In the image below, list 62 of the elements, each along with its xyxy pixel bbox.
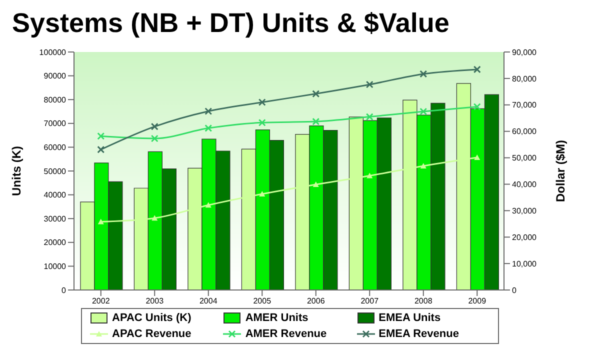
y2-tick-label: 50,000 bbox=[512, 154, 538, 163]
point bbox=[473, 66, 481, 74]
y2-tick-label: 90,000 bbox=[512, 48, 538, 57]
legend-label: EMEA Units bbox=[378, 312, 441, 324]
y2-axis-title: Dollar ($M) bbox=[553, 140, 568, 202]
point bbox=[259, 191, 266, 197]
y2-tick-label: 80,000 bbox=[512, 74, 538, 84]
legend-label: APAC Revenue bbox=[112, 328, 192, 340]
legend-label: EMEA Revenue bbox=[378, 328, 459, 340]
y-tick-label: 50000 bbox=[44, 166, 67, 176]
point bbox=[150, 134, 158, 142]
point bbox=[152, 215, 158, 221]
point bbox=[97, 146, 105, 154]
y2-tick-label: 40,000 bbox=[512, 180, 538, 190]
legend-label: APAC Units (K) bbox=[112, 312, 192, 324]
y-tick-label: 90000 bbox=[44, 72, 67, 81]
x-tick-label: 2004 bbox=[199, 296, 218, 306]
point bbox=[420, 108, 428, 116]
x-tick-label: 2005 bbox=[253, 296, 272, 306]
point bbox=[366, 172, 373, 178]
point bbox=[97, 132, 105, 140]
y-tick-label: 100000 bbox=[39, 48, 67, 57]
y2-tick-label: 10,000 bbox=[512, 259, 538, 268]
point bbox=[150, 122, 158, 130]
point bbox=[366, 113, 374, 121]
y2-tick-label: 30,000 bbox=[512, 206, 538, 216]
point bbox=[420, 162, 426, 168]
y-tick-label: 60000 bbox=[44, 143, 67, 152]
point bbox=[312, 118, 320, 126]
point bbox=[205, 202, 212, 208]
y-tick-label: 70000 bbox=[44, 119, 67, 128]
y-tick-label: 40000 bbox=[44, 190, 67, 200]
y2-tick-label: 70,000 bbox=[512, 100, 538, 110]
point bbox=[474, 154, 480, 160]
point bbox=[473, 102, 481, 110]
y2-tick-label: 60,000 bbox=[512, 127, 538, 136]
y-tick-label: 20000 bbox=[44, 238, 67, 248]
point bbox=[98, 218, 104, 224]
point bbox=[366, 80, 374, 88]
chart-title: Systems (NB + DT) Units & $Value bbox=[12, 7, 450, 40]
x-tick-label: 2008 bbox=[414, 296, 433, 306]
x-tick-label: 2002 bbox=[92, 296, 110, 306]
point bbox=[204, 107, 212, 115]
y-tick-label: 80000 bbox=[44, 95, 67, 104]
x-tick-label: 2003 bbox=[146, 296, 164, 306]
point bbox=[258, 98, 266, 106]
x-tick-label: 2007 bbox=[360, 296, 380, 306]
point bbox=[420, 70, 428, 78]
point bbox=[312, 90, 320, 98]
y-tick-label: 0 bbox=[62, 286, 67, 295]
y2-tick-label: 20,000 bbox=[512, 232, 538, 242]
y2-tick-label: 0 bbox=[512, 286, 517, 295]
y-axis-title: Units (K) bbox=[9, 146, 24, 196]
legend-label: AMER Units bbox=[245, 312, 308, 324]
y-tick-label: 10000 bbox=[44, 262, 67, 272]
point bbox=[312, 181, 319, 187]
y-tick-label: 30000 bbox=[44, 214, 67, 224]
x-tick-label: 2006 bbox=[306, 296, 326, 306]
legend-label: AMER Revenue bbox=[245, 328, 327, 340]
x-tick-label: 2009 bbox=[468, 296, 487, 306]
point bbox=[258, 118, 266, 126]
point bbox=[204, 124, 212, 132]
